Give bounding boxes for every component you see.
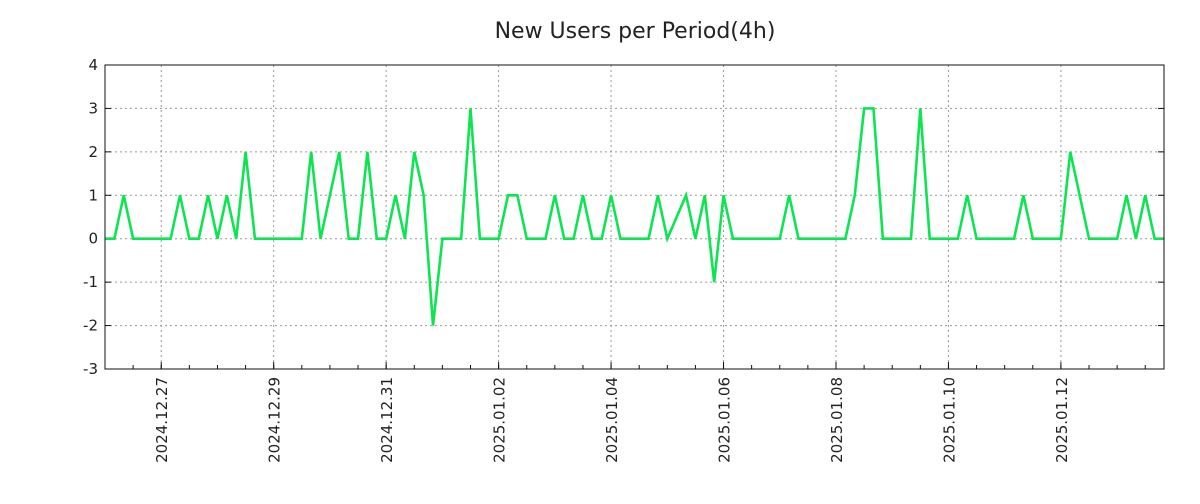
y-tick-label: 3 bbox=[88, 99, 98, 117]
x-tick-label: 2025.01.10 bbox=[940, 377, 958, 463]
x-tick-label: 2025.01.02 bbox=[491, 377, 509, 463]
chart-title: New Users per Period(4h) bbox=[495, 19, 776, 44]
x-tick-label: 2025.01.12 bbox=[1053, 377, 1071, 463]
y-axis: -3 -2 -1 0 1 2 3 4 bbox=[83, 56, 1164, 378]
y-tick-label: 4 bbox=[88, 56, 98, 74]
grid bbox=[105, 65, 1164, 369]
plot-frame bbox=[105, 65, 1164, 369]
x-tick-label: 2025.01.08 bbox=[828, 377, 846, 463]
x-tick-label: 2025.01.04 bbox=[603, 377, 621, 463]
y-tick-label: -2 bbox=[83, 317, 98, 335]
x-axis: 2024.12.27 2024.12.29 2024.12.31 2025.01.02… bbox=[133, 362, 1145, 463]
series-line-new-users bbox=[105, 108, 1164, 325]
x-tick-label: 2024.12.27 bbox=[153, 377, 171, 463]
y-tick-label: -3 bbox=[83, 360, 98, 378]
y-tick-label: 0 bbox=[88, 230, 98, 248]
x-tick-label: 2024.12.31 bbox=[378, 377, 396, 463]
y-tick-label: 2 bbox=[88, 143, 98, 161]
x-tick-label: 2024.12.29 bbox=[266, 377, 284, 463]
y-tick-label: 1 bbox=[88, 186, 98, 204]
series-layer bbox=[105, 108, 1164, 325]
x-tick-label: 2025.01.06 bbox=[716, 377, 734, 463]
y-tick-label: -1 bbox=[83, 273, 98, 291]
